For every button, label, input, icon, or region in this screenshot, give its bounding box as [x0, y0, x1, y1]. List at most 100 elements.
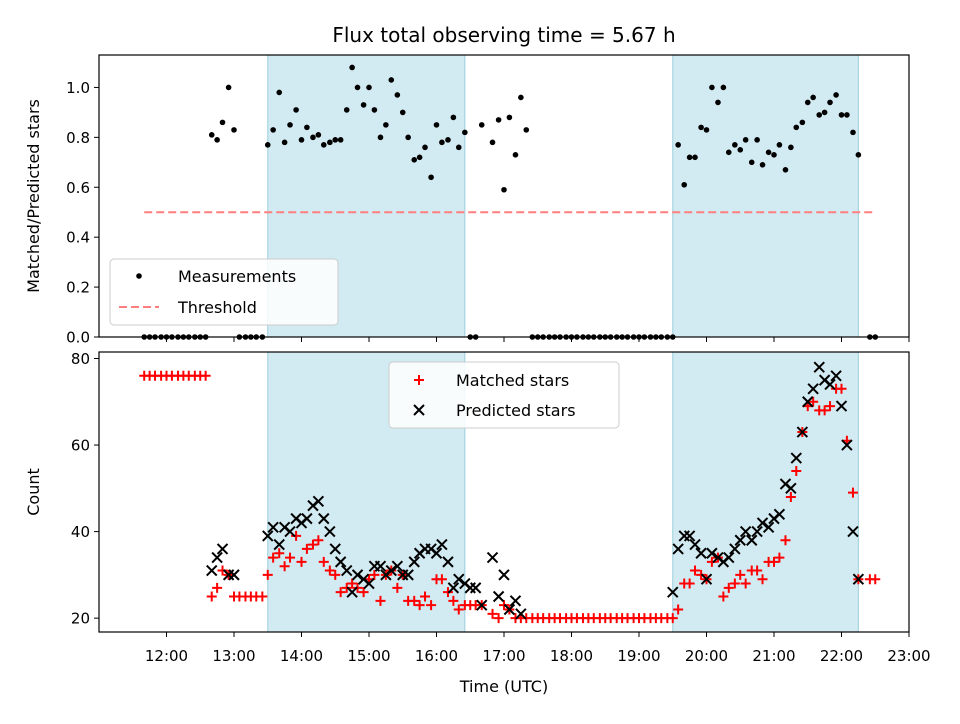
- matched-star-point: [808, 396, 819, 407]
- predicted-star-point: [689, 538, 701, 551]
- predicted-star-point: [476, 599, 488, 611]
- matched-star-point: [493, 613, 504, 624]
- ytick-label-bottom: 40: [71, 523, 90, 541]
- legend-marker-predicted: [413, 404, 425, 416]
- predicted-star-point: [835, 400, 848, 412]
- predicted-star-point: [723, 551, 735, 564]
- measurement-point: [810, 94, 816, 101]
- legend-marker-measurements: [136, 273, 142, 279]
- predicted-star-point: [216, 543, 229, 555]
- predicted-star-point: [773, 508, 786, 520]
- matched-star-point: [330, 569, 341, 580]
- measurement-point: [518, 94, 524, 101]
- measurement-point: [320, 142, 327, 148]
- predicted-star-point: [464, 582, 476, 594]
- xtick-label: 23:00: [887, 647, 930, 665]
- ytick-label-top: 0.4: [66, 229, 90, 247]
- matched-star-point: [780, 535, 791, 546]
- matched-star-point: [200, 370, 211, 381]
- measurement-point: [692, 154, 698, 161]
- predicted-star-point: [430, 547, 443, 559]
- predicted-star-point: [385, 564, 397, 577]
- matched-star-point: [414, 600, 425, 611]
- measurement-point: [360, 102, 367, 108]
- xtick-label: 17:00: [482, 647, 525, 665]
- predicted-star-point: [334, 556, 347, 568]
- predicted-star-point: [847, 525, 859, 538]
- series-layer-bottom: [139, 361, 881, 624]
- matched-star-point: [296, 556, 307, 567]
- predicted-star-point: [852, 573, 865, 585]
- matched-star-point: [318, 556, 329, 567]
- legend-marker-matched: [414, 375, 424, 385]
- measurement-point: [512, 152, 519, 158]
- measurement-point: [782, 166, 789, 173]
- measurement-point: [833, 92, 839, 98]
- predicted-star-point: [469, 582, 482, 594]
- measurement-point: [748, 159, 755, 166]
- measurement-point: [788, 144, 794, 151]
- predicted-star-point: [785, 482, 797, 495]
- predicted-star-point: [324, 525, 336, 538]
- predicted-star-point: [486, 551, 499, 564]
- ytick-label-bottom: 60: [71, 437, 90, 455]
- measurement-point: [804, 99, 811, 106]
- measurement-point: [709, 84, 715, 91]
- measurement-point: [450, 114, 457, 121]
- legend-label-threshold: Threshold: [177, 298, 257, 317]
- measurement-point: [405, 134, 411, 141]
- predicted-star-point: [509, 595, 522, 607]
- matched-star-point: [825, 401, 836, 412]
- legend-top: Measurements Threshold: [109, 258, 339, 326]
- measurement-point: [715, 99, 721, 106]
- predicted-star-point: [515, 608, 527, 620]
- predicted-star-point: [211, 551, 223, 564]
- measurement-point: [327, 139, 333, 146]
- measurement-point: [371, 107, 378, 113]
- predicted-star-point: [402, 569, 414, 581]
- measurement-point: [742, 137, 749, 143]
- predicted-star-point: [751, 525, 763, 538]
- predicted-star-point: [498, 569, 510, 581]
- matched-star-point: [375, 595, 386, 606]
- matched-star-point: [448, 595, 459, 606]
- measurement-point: [776, 142, 783, 148]
- matched-star-point: [274, 548, 285, 559]
- matched-star-point: [420, 591, 431, 602]
- matched-star-point: [369, 569, 380, 580]
- predicted-star-point: [706, 547, 718, 559]
- ytick-label-bottom: 80: [71, 350, 90, 368]
- legend-box-top: [109, 258, 339, 326]
- measurement-point: [771, 152, 777, 158]
- measurement-point: [675, 142, 681, 148]
- predicted-star-point: [739, 525, 752, 538]
- predicted-star-point: [762, 521, 775, 533]
- xtick-label: 22:00: [820, 647, 863, 665]
- predicted-star-point: [729, 543, 741, 555]
- measurement-point: [827, 99, 833, 106]
- xtick-label: 14:00: [280, 647, 323, 665]
- predicted-star-point: [374, 560, 387, 572]
- measurement-point: [332, 137, 339, 143]
- xtick-label: 19:00: [617, 647, 660, 665]
- measurement-point: [501, 186, 507, 193]
- matched-star-point: [723, 582, 734, 593]
- measurement-point: [377, 134, 384, 141]
- measurement-point: [445, 137, 451, 143]
- predicted-star-point: [667, 586, 679, 598]
- measurement-point: [495, 117, 502, 123]
- chart-title: Flux total observing time = 5.67 h: [332, 23, 675, 47]
- predicted-star-point: [284, 525, 296, 538]
- predicted-star-point: [442, 556, 454, 568]
- predicted-star-point: [228, 569, 240, 581]
- matched-star-point: [307, 539, 318, 550]
- predicted-star-point: [813, 361, 825, 373]
- measurement-point: [276, 89, 283, 96]
- xtick-label: 13:00: [212, 647, 255, 665]
- matched-star-point: [836, 383, 847, 394]
- shaded-interval-bottom-1: [672, 351, 859, 633]
- measurement-point: [433, 122, 440, 128]
- matched-star-point: [436, 574, 447, 585]
- predicted-star-point: [453, 573, 465, 585]
- matched-star-point: [347, 578, 358, 589]
